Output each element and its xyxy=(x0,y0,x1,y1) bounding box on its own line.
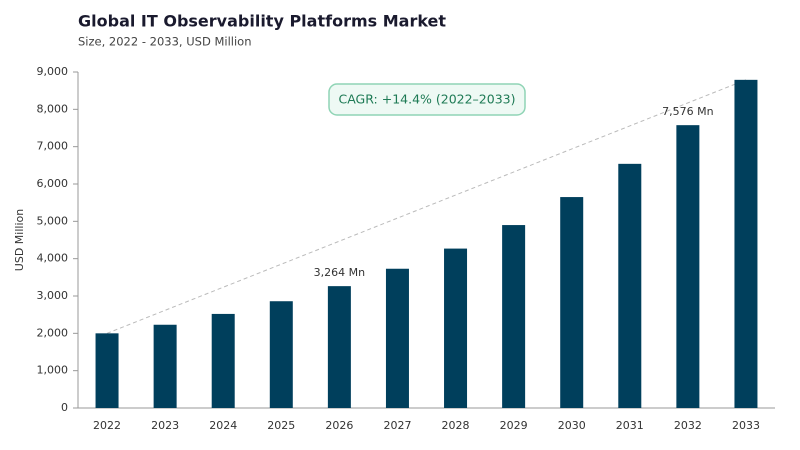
x-tick-label: 2030 xyxy=(558,419,586,432)
y-tick-label: 3,000 xyxy=(37,289,69,302)
x-tick-label: 2023 xyxy=(151,419,179,432)
bar xyxy=(618,163,642,408)
chart-subtitle: Size, 2022 - 2033, USD Million xyxy=(78,35,251,49)
bar xyxy=(502,225,526,408)
trend-line xyxy=(106,79,747,334)
bar xyxy=(385,268,409,408)
bar xyxy=(676,125,700,409)
annotation: CAGR: +14.4% (2022–2033) xyxy=(338,92,515,107)
y-tick-label: 5,000 xyxy=(37,214,69,227)
x-tick-label: 2032 xyxy=(674,419,702,432)
y-tick-label: 8,000 xyxy=(37,102,69,115)
bar xyxy=(327,286,351,408)
data-label: 7,576 Mn xyxy=(662,105,713,118)
x-tick-label: 2033 xyxy=(732,419,760,432)
x-tick-label: 2025 xyxy=(267,419,295,432)
y-tick-label: 1,000 xyxy=(37,364,69,377)
y-tick-label: 9,000 xyxy=(37,65,69,78)
bar xyxy=(95,333,119,408)
y-tick-label: 6,000 xyxy=(37,177,69,190)
y-axis-label: USD Million xyxy=(13,209,26,271)
y-tick-label: 2,000 xyxy=(37,326,69,339)
data-label: 3,264 Mn xyxy=(314,266,365,279)
x-tick-label: 2029 xyxy=(500,419,528,432)
chart-title: Global IT Observability Platforms Market xyxy=(78,12,446,31)
bar xyxy=(153,324,177,408)
x-tick-label: 2031 xyxy=(616,419,644,432)
bar xyxy=(734,79,758,408)
x-tick-label: 2026 xyxy=(325,419,353,432)
x-tick-label: 2027 xyxy=(383,419,411,432)
y-tick-label: 7,000 xyxy=(37,140,69,153)
bar xyxy=(211,313,235,408)
x-tick-label: 2024 xyxy=(209,419,237,432)
annotation-box xyxy=(328,83,526,116)
x-tick-label: 2028 xyxy=(442,419,470,432)
y-tick-label: 4,000 xyxy=(37,252,69,265)
bar xyxy=(560,197,584,408)
y-tick-label: 0 xyxy=(61,401,68,414)
x-tick-label: 2022 xyxy=(93,419,121,432)
bar xyxy=(269,301,293,408)
bar xyxy=(444,248,468,408)
